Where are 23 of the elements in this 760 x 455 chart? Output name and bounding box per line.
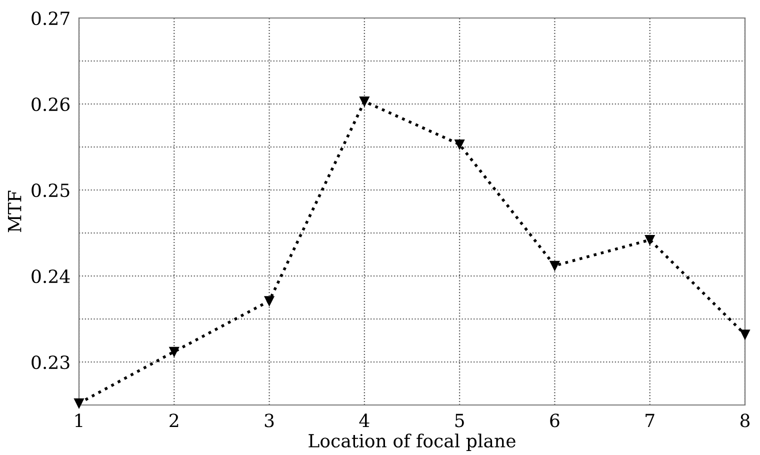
x-tick-label: 3 [264,414,274,428]
y-tick-label: 0.24 [32,269,70,284]
point [644,235,655,245]
y-tick-label: 0.26 [32,97,70,112]
point [74,398,84,408]
x-tick-label: 4 [359,414,370,428]
point [550,260,560,271]
point [264,296,274,306]
x-tick-label: 7 [646,414,654,428]
x-tick-label: 5 [455,414,464,428]
x-tick-label: 2 [170,414,178,428]
point [454,140,464,150]
point [360,96,370,106]
y-tick-label: 0.27 [32,11,70,26]
y-axis-title: MTF [8,190,22,232]
x-tick-label: 1 [75,414,82,428]
y-tick-label: 0.25 [32,183,70,198]
point [740,330,750,340]
point [169,346,180,357]
y-tick-label: 0.23 [32,355,70,370]
x-axis-title: Location of focal plane [308,434,516,452]
x-tick-label: 8 [740,414,750,428]
x-tick-label: 6 [550,414,560,428]
